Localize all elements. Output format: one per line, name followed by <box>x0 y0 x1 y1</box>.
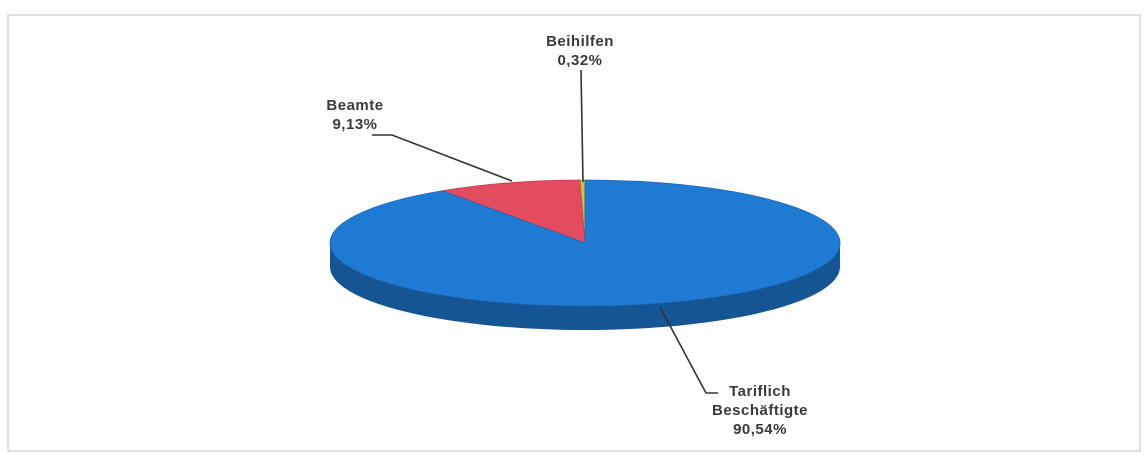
slice-name: Tariflich Beschäftigte <box>711 383 809 419</box>
slice <box>329 179 841 307</box>
leader-line <box>659 306 718 394</box>
leader-lines <box>372 69 718 394</box>
slice-label: Beihilfen 0,32% <box>515 32 645 70</box>
pie-sides <box>330 243 840 330</box>
slice-name: Beamte <box>326 97 384 114</box>
slice-value: 90,54% <box>733 421 787 438</box>
slice-name: Beihilfen <box>546 33 614 50</box>
slice-label: Beamte 9,13% <box>300 96 410 134</box>
leader-line <box>372 134 513 182</box>
slice <box>440 179 586 244</box>
slice-side <box>330 243 840 330</box>
slice-value: 0,32% <box>557 52 603 69</box>
pie-tops <box>329 179 841 307</box>
slice-label: Tariflich Beschäftigte 90,54% <box>680 382 840 439</box>
slice-value: 9,13% <box>332 116 378 133</box>
leader-line <box>580 69 584 183</box>
